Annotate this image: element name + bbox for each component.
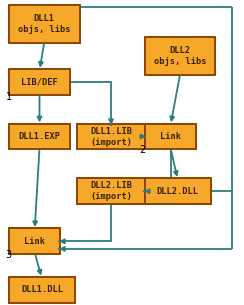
- Text: DLL2.LIB
(import): DLL2.LIB (import): [90, 181, 132, 201]
- Text: 1: 1: [6, 92, 12, 102]
- FancyBboxPatch shape: [77, 124, 145, 149]
- FancyBboxPatch shape: [9, 277, 75, 303]
- FancyBboxPatch shape: [9, 5, 80, 43]
- Text: LIB/DEF: LIB/DEF: [21, 77, 58, 86]
- FancyBboxPatch shape: [77, 178, 145, 204]
- Text: DLL1.LIB
(import): DLL1.LIB (import): [90, 127, 132, 147]
- Text: DLL1
objs, libs: DLL1 objs, libs: [18, 14, 71, 34]
- FancyBboxPatch shape: [145, 124, 196, 149]
- FancyBboxPatch shape: [9, 124, 70, 149]
- Text: 2: 2: [139, 145, 145, 155]
- FancyBboxPatch shape: [9, 69, 70, 95]
- Text: 3: 3: [6, 250, 12, 260]
- FancyBboxPatch shape: [145, 37, 215, 75]
- Text: DLL2.DLL: DLL2.DLL: [157, 187, 199, 196]
- FancyBboxPatch shape: [9, 228, 60, 254]
- Text: DLL1.DLL: DLL1.DLL: [21, 285, 63, 294]
- Text: Link: Link: [160, 132, 181, 141]
- Text: DLL2
objs, libs: DLL2 objs, libs: [154, 46, 206, 66]
- FancyBboxPatch shape: [145, 178, 211, 204]
- Text: DLL1.EXP: DLL1.EXP: [19, 132, 61, 141]
- Text: Link: Link: [24, 237, 45, 246]
